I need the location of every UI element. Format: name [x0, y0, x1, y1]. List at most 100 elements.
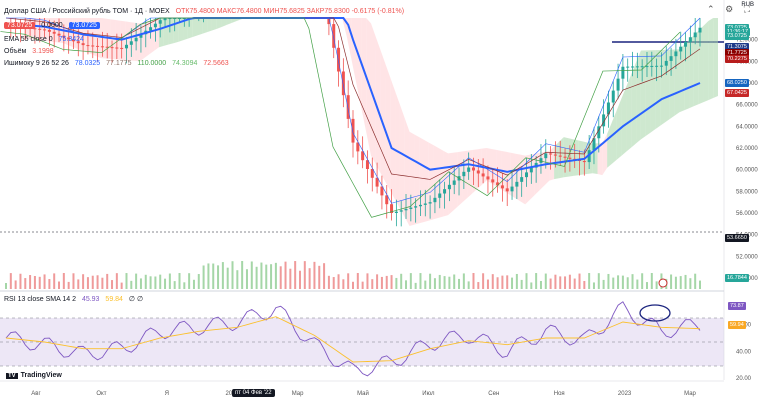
volume-bar	[139, 278, 142, 289]
price-badge: 68.0250	[725, 78, 749, 87]
ichimoku-v0: 78.0325	[74, 60, 101, 67]
cloud-segment	[621, 86, 627, 156]
volume-bar	[347, 273, 350, 289]
volume-bar	[472, 273, 475, 289]
candle-body	[356, 142, 360, 152]
volume-bar	[313, 261, 316, 289]
title-legend[interactable]: Доллар США / Российский рубль TOM · 1Д ·…	[4, 8, 408, 15]
candle-body	[621, 66, 625, 79]
volume-bar	[91, 275, 94, 289]
volume-bar	[530, 282, 533, 289]
volume-bar	[245, 269, 248, 289]
candle-body	[679, 46, 683, 52]
cloud-segment	[395, 91, 400, 209]
volume-bar	[655, 281, 658, 289]
cloud-segment	[385, 64, 391, 191]
cloud-segment	[655, 49, 661, 130]
candle-body	[100, 46, 104, 48]
volume-bar	[607, 273, 610, 289]
candle-body	[462, 171, 466, 177]
time-tick-label: Я	[165, 391, 169, 397]
volume-bar	[631, 274, 634, 289]
candle-body	[129, 41, 133, 45]
cloud-segment	[361, 18, 367, 132]
candle-body	[563, 156, 567, 158]
rsi-label: RSI 13 close SMA 14 2	[4, 296, 76, 303]
cloud-segment	[356, 18, 362, 109]
cloud-segment	[144, 20, 150, 58]
cloud-segment	[173, 18, 179, 44]
volume-bar	[405, 280, 408, 289]
candle-body	[385, 195, 389, 205]
rsi-annotation-ellipse[interactable]	[639, 304, 671, 322]
volume-bar	[62, 273, 65, 289]
candle-body	[96, 45, 100, 47]
symbol-title[interactable]: Доллар США / Российский рубль TOM · 1Д ·…	[4, 8, 170, 15]
cloud-segment	[375, 36, 381, 174]
ema-legend[interactable]: EMA 55 close 0 75.3424	[4, 36, 88, 43]
candle-body	[674, 51, 678, 57]
candle-body	[71, 39, 75, 42]
volume-bar	[14, 280, 17, 289]
cloud-segment	[380, 50, 386, 182]
volume-bar	[506, 275, 509, 289]
bid-pill[interactable]: 73.0725	[4, 22, 36, 29]
candle-body	[510, 186, 514, 192]
candle-body	[684, 41, 688, 47]
crosshair-date: пт 04 Фев '22	[232, 389, 275, 397]
candle-body	[351, 118, 355, 143]
volume-bar	[48, 279, 51, 289]
volume-bar	[38, 276, 41, 289]
volume-bar	[578, 273, 581, 289]
volume-bar	[332, 277, 335, 289]
volume-bar	[400, 273, 403, 289]
candle-body	[525, 172, 528, 178]
rsi-legend[interactable]: RSI 13 close SMA 14 2 45.93 59.84 ∅ ∅	[4, 295, 147, 303]
candle-body	[688, 37, 692, 42]
volume-bar	[520, 279, 523, 289]
maximize-icon[interactable]: ⛶	[743, 4, 750, 14]
volume-legend[interactable]: Объём 3.1998	[4, 48, 58, 55]
tradingview-logo[interactable]: TV TradingView	[6, 372, 62, 379]
cloud-segment	[154, 18, 159, 51]
volume-bar	[77, 279, 80, 289]
candle-body	[597, 126, 601, 139]
cloud-segment	[573, 139, 579, 176]
volume-bar	[535, 273, 538, 289]
cloud-segment	[602, 133, 608, 176]
ichimoku-v1: 77.1775	[106, 60, 132, 67]
volume-bar	[650, 273, 653, 289]
candle-body	[375, 177, 379, 187]
price-pills: 73.0725 0.0000 73.0725	[4, 22, 104, 29]
ask-pill[interactable]: 73.0725	[68, 22, 100, 29]
candle-body	[110, 47, 114, 49]
candle-body	[467, 167, 471, 172]
candle-body	[394, 211, 398, 213]
volume-bar	[674, 276, 677, 289]
currency-label[interactable]: RUB	[741, 2, 754, 8]
time-tick-label: Сен	[488, 391, 499, 397]
ema-label: EMA 55 close 0	[4, 36, 53, 43]
pane-controls: ⌃ ⚙ ⛶	[699, 4, 750, 15]
price-tick-label: 62.0000	[736, 146, 758, 152]
candle-body	[606, 102, 610, 115]
volume-bar	[260, 262, 263, 289]
candle-body	[650, 65, 654, 67]
candle-body	[370, 168, 374, 178]
cloud-segment	[713, 18, 718, 99]
candle-body	[496, 182, 500, 186]
volume-bar	[106, 273, 109, 289]
price-badge: 71.7725	[725, 48, 749, 57]
cloud-segment	[443, 150, 449, 217]
volume-bar	[318, 265, 321, 289]
candle-body	[120, 47, 124, 49]
settings-icon[interactable]: ⚙	[725, 4, 734, 14]
candle-body	[134, 37, 138, 42]
price-tick-label: 56.0000	[736, 211, 758, 217]
candle-body	[380, 186, 384, 196]
ichimoku-legend[interactable]: Ишимоку 9 26 52 26 78.0325 77.1775 110.0…	[4, 60, 233, 67]
collapse-icon[interactable]: ⌃	[707, 4, 715, 14]
price-tick-label: 60.0000	[736, 168, 758, 174]
candle-body	[452, 180, 456, 185]
